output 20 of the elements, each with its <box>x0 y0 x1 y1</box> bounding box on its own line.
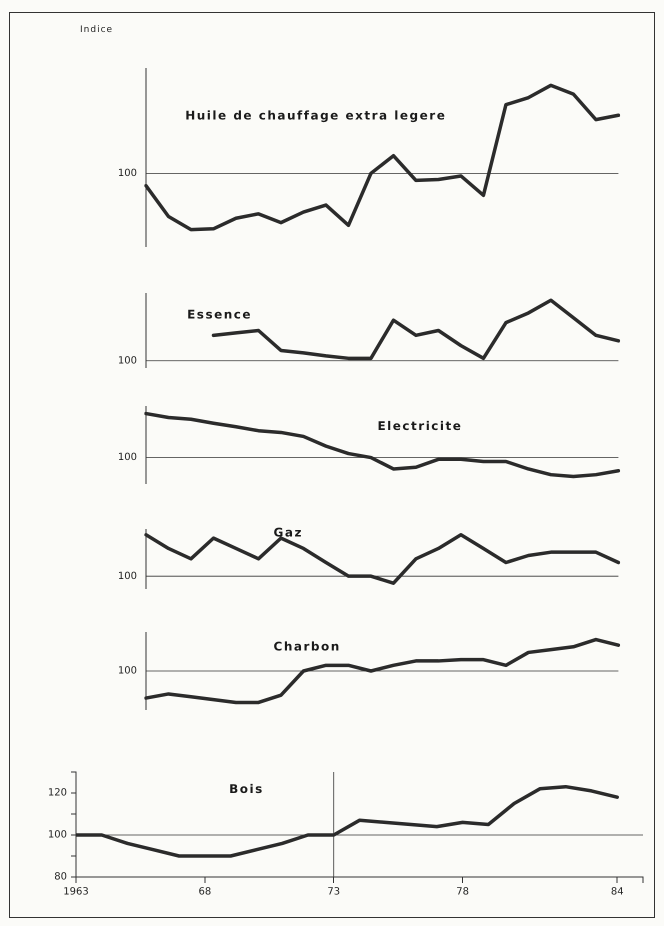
text: Bois <box>229 782 264 796</box>
text: 100 <box>118 570 137 582</box>
text: 100 <box>118 666 137 677</box>
x-tick-label: 78 <box>456 886 469 898</box>
text: Essence <box>187 308 252 322</box>
chart-title: Gaz <box>274 525 303 540</box>
y-tick-label: 80 <box>54 872 67 883</box>
text: Huile de chauffage extra legere <box>185 108 446 122</box>
y-tick-label: 120 <box>48 788 67 799</box>
x-tick-label: 68 <box>198 886 212 898</box>
text: 100 <box>118 452 137 464</box>
text: Electricite <box>377 419 462 434</box>
x-tick-label: 84 <box>610 886 624 898</box>
chart-title: Charbon <box>274 640 341 654</box>
x-tick-label: 73 <box>327 886 340 898</box>
y-tick-label: 100 <box>48 830 67 841</box>
text: 100 <box>118 168 137 179</box>
x-tick-label: 1963 <box>63 886 89 898</box>
y-axis-title: Indice <box>80 25 114 35</box>
text: 100 <box>118 355 137 366</box>
